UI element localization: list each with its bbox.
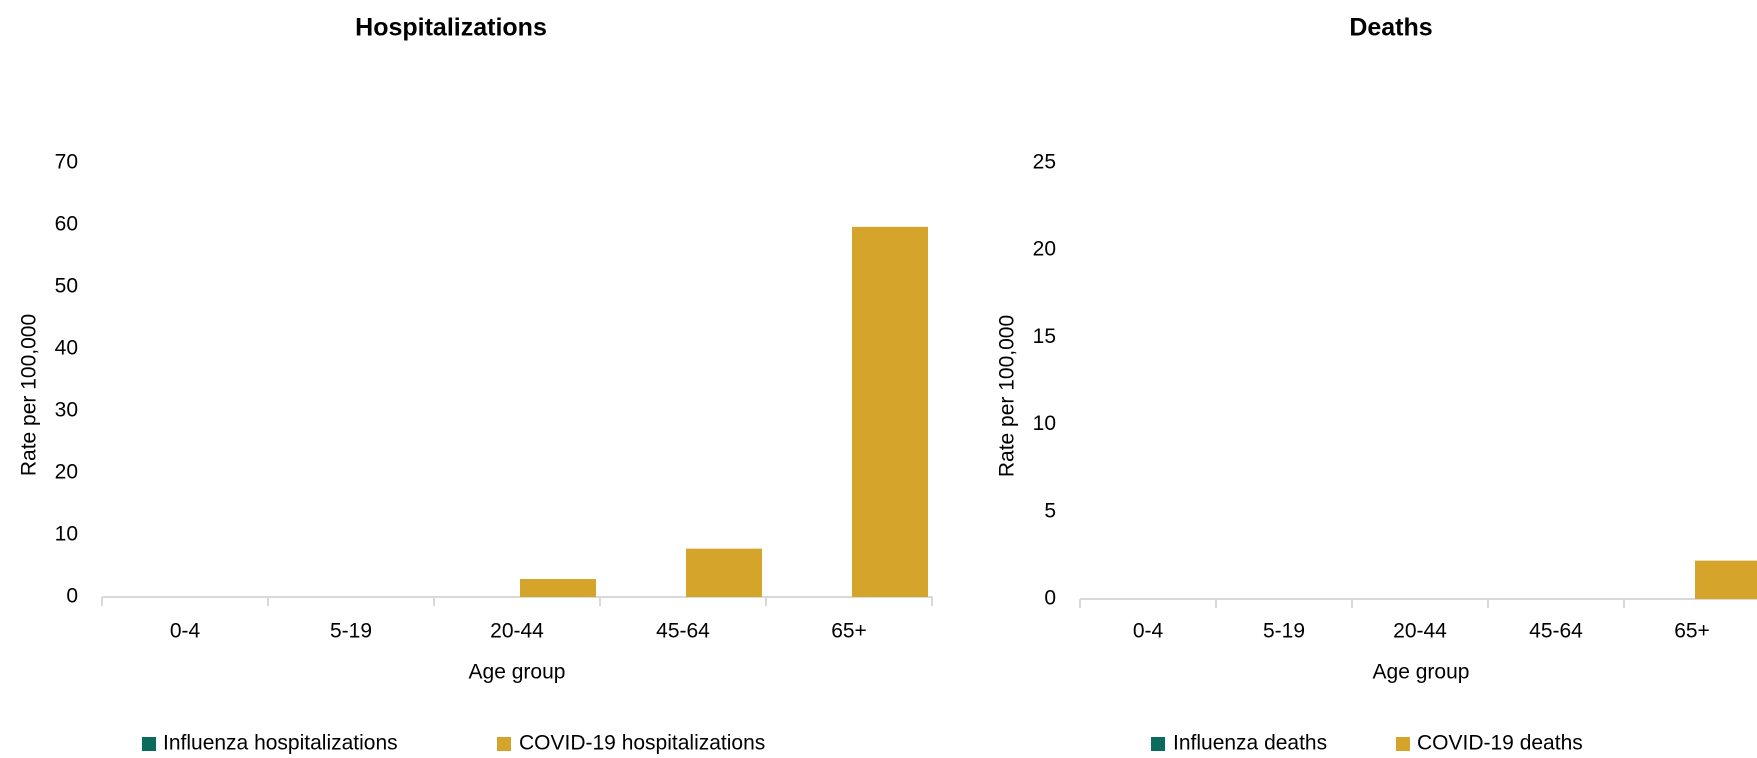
x-tick-label: 45-64: [656, 620, 710, 643]
y-tick-label: 50: [55, 275, 78, 298]
x-tick-label: 20-44: [1393, 620, 1447, 643]
y-tick-label: 25: [1033, 151, 1056, 174]
x-tick-label: 5-19: [1263, 620, 1305, 643]
y-tick-label: 10: [1033, 412, 1056, 435]
x-tick-label: 0-4: [170, 620, 201, 643]
bar-covid: [852, 226, 928, 598]
legend-label: COVID-19 hospitalizations: [519, 732, 765, 755]
x-tick-label: 65+: [831, 620, 867, 643]
deaths-chart: Deaths 0 5 10 15 20 25 Rate per 100,000 0-4 5-19 2…: [996, 14, 1757, 755]
x-tick-label: 65+: [1674, 620, 1710, 643]
y-tick-label: 5: [1044, 499, 1056, 522]
x-tick-label: 20-44: [490, 620, 544, 643]
bar-covid: [686, 548, 762, 597]
legend-swatch: [142, 737, 156, 751]
x-tick-label: 5-19: [330, 620, 372, 643]
bar-covid: [1695, 560, 1757, 599]
y-tick-label: 0: [1044, 587, 1056, 610]
x-tick-label: 45-64: [1529, 620, 1583, 643]
legend-swatch: [1396, 737, 1410, 751]
x-axis-title: Age group: [1373, 661, 1470, 684]
chart-title: Hospitalizations: [355, 14, 547, 42]
y-tick-label: 20: [55, 461, 78, 484]
hospitalizations-chart: Hospitalizations 0 10 20 30 40 50 60 70 Rate per …: [18, 14, 933, 755]
x-tick-label: 0-4: [1133, 620, 1164, 643]
y-tick-label: 0: [66, 585, 78, 608]
legend-swatch: [497, 737, 511, 751]
y-tick-label: 15: [1033, 325, 1056, 348]
y-tick-label: 60: [55, 213, 78, 236]
y-axis-title: Rate per 100,000: [18, 314, 41, 476]
legend-label: Influenza hospitalizations: [163, 732, 398, 755]
bar-covid: [520, 579, 596, 597]
y-tick-label: 10: [55, 523, 78, 546]
y-tick-label: 20: [1033, 238, 1056, 261]
legend-label: Influenza deaths: [1173, 732, 1327, 755]
legend-label: COVID-19 deaths: [1417, 732, 1583, 755]
y-tick-label: 70: [55, 151, 78, 174]
y-tick-label: 30: [55, 399, 78, 422]
chart-title: Deaths: [1349, 14, 1432, 42]
y-axis-title: Rate per 100,000: [996, 315, 1019, 477]
y-tick-label: 40: [55, 337, 78, 360]
legend-swatch: [1151, 737, 1165, 751]
x-axis-title: Age group: [469, 661, 566, 684]
